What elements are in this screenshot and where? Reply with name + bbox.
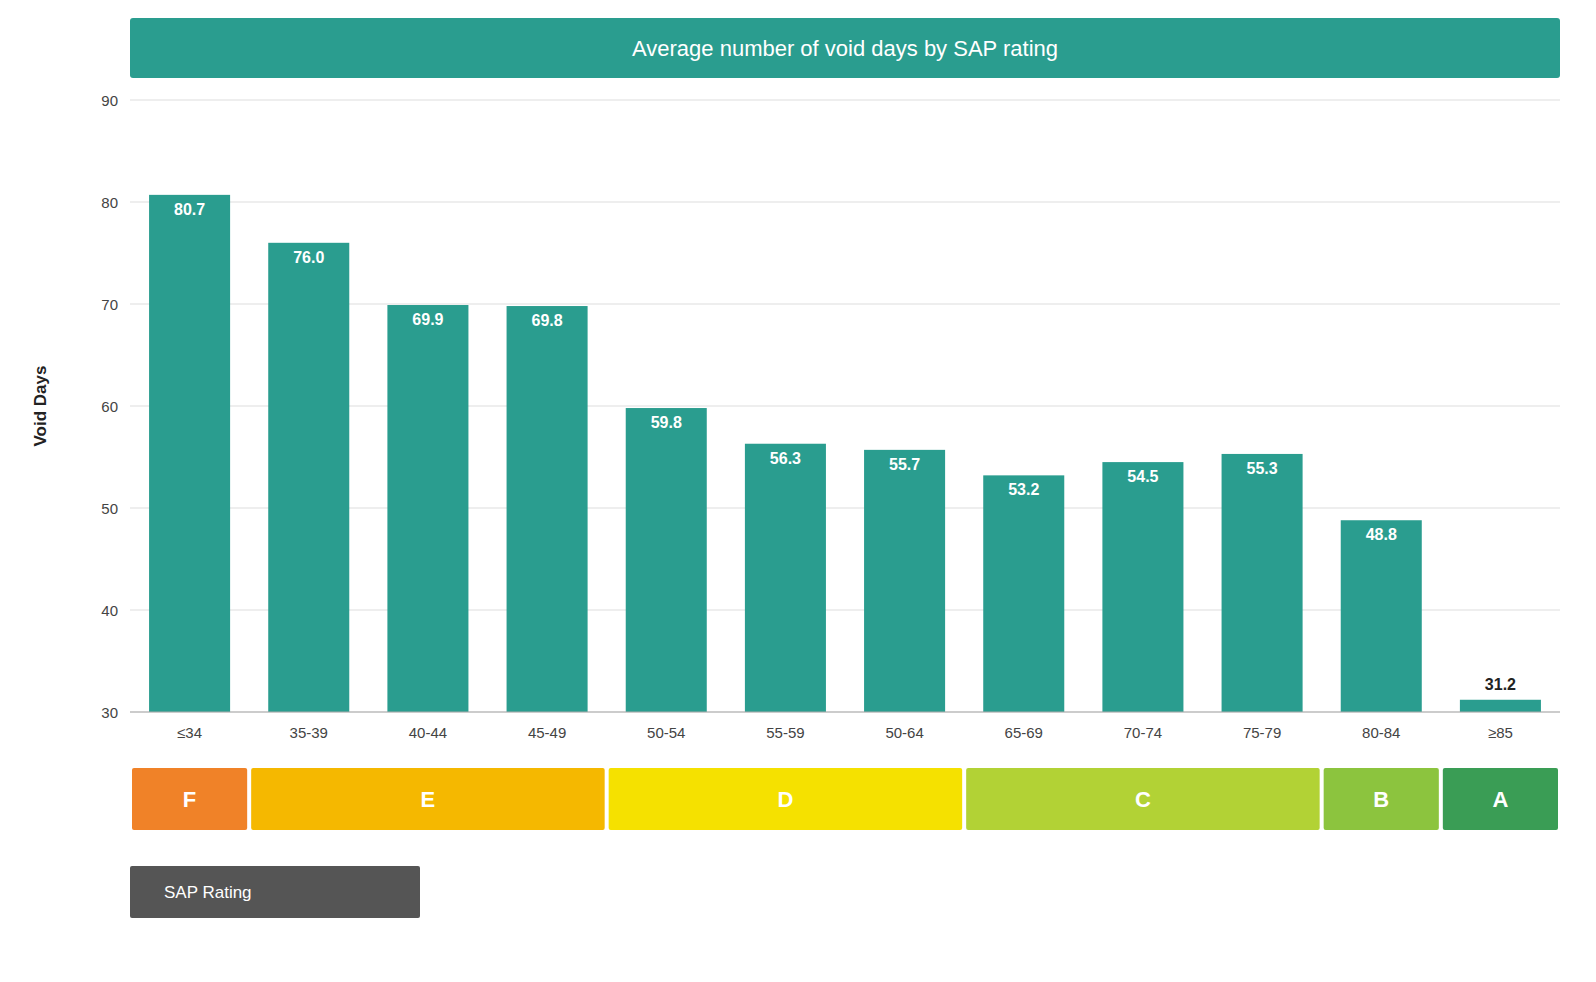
x-tick-label: 75-79	[1243, 724, 1281, 741]
x-tick-label: 55-59	[766, 724, 804, 741]
x-tick-label: 35-39	[290, 724, 328, 741]
rating-band	[609, 768, 963, 830]
y-tick-label: 80	[101, 194, 118, 211]
bar	[1460, 700, 1541, 712]
data-label: 56.3	[770, 450, 801, 467]
data-label: 80.7	[174, 201, 205, 218]
bar	[507, 306, 588, 712]
bars	[149, 195, 1541, 712]
grid-line	[130, 100, 1560, 101]
x-tick-label: 45-49	[528, 724, 566, 741]
data-label: 53.2	[1008, 481, 1039, 498]
data-label: 69.9	[412, 311, 443, 328]
grid	[130, 100, 1560, 712]
bar	[1102, 462, 1183, 712]
rating-band-label: B	[1373, 787, 1389, 812]
rating-band	[251, 768, 605, 830]
y-tick-label: 50	[101, 500, 118, 517]
bar	[745, 444, 826, 712]
chart-svg: Average number of void days by SAP ratin…	[0, 0, 1596, 982]
rating-band	[966, 768, 1320, 830]
bar	[1222, 454, 1303, 712]
bar	[864, 450, 945, 712]
x-tick-label: 50-54	[647, 724, 685, 741]
chart-container: Average number of void days by SAP ratin…	[0, 0, 1596, 982]
grid-line	[130, 202, 1560, 203]
x-tick-label: 70-74	[1124, 724, 1162, 741]
x-tick-label: ≥85	[1488, 724, 1513, 741]
data-label: 69.8	[532, 312, 563, 329]
x-tick-label: 50-64	[885, 724, 923, 741]
x-tick-label: 80-84	[1362, 724, 1400, 741]
bar	[626, 408, 707, 712]
rating-band-label: C	[1135, 787, 1151, 812]
x-tick-label: 40-44	[409, 724, 447, 741]
y-tick-label: 30	[101, 704, 118, 721]
data-label: 31.2	[1485, 676, 1516, 693]
x-tick-label: ≤34	[177, 724, 202, 741]
rating-band-label: F	[183, 787, 196, 812]
y-tick-label: 60	[101, 398, 118, 415]
y-tick-label: 90	[101, 92, 118, 109]
rating-band-label: D	[777, 787, 793, 812]
data-label: 55.3	[1247, 460, 1278, 477]
rating-band	[1443, 768, 1558, 830]
x-axis-line	[130, 712, 1560, 713]
rating-band-label: E	[421, 787, 436, 812]
rating-band	[132, 768, 247, 830]
data-label: 55.7	[889, 456, 920, 473]
data-label: 54.5	[1127, 468, 1158, 485]
bar	[268, 243, 349, 712]
rating-band	[1324, 768, 1439, 830]
rating-title-box	[130, 866, 420, 918]
y-axis-label: Void Days	[31, 366, 50, 447]
rating-title: SAP Rating	[164, 883, 252, 902]
x-tick-label: 65-69	[1005, 724, 1043, 741]
bar	[149, 195, 230, 712]
bar	[1341, 520, 1422, 712]
data-label: 59.8	[651, 414, 682, 431]
title-bar	[130, 18, 1560, 78]
data-label: 48.8	[1366, 526, 1397, 543]
y-tick-label: 40	[101, 602, 118, 619]
chart-title: Average number of void days by SAP ratin…	[632, 36, 1058, 61]
grid-line	[130, 712, 1560, 713]
rating-band-label: A	[1492, 787, 1508, 812]
bar	[983, 475, 1064, 712]
data-label: 76.0	[293, 249, 324, 266]
bar	[387, 305, 468, 712]
y-tick-label: 70	[101, 296, 118, 313]
